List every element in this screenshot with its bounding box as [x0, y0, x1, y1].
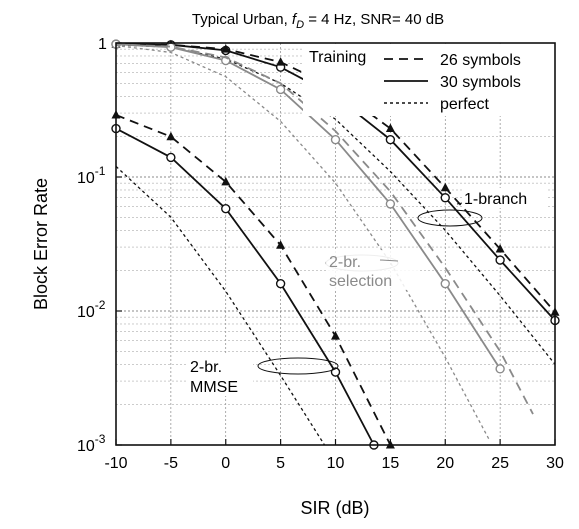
data-point-circle [275, 278, 286, 289]
data-point-circle [495, 364, 505, 374]
y-axis-label: Block Error Rate [31, 178, 51, 310]
data-point-triangle [221, 176, 231, 186]
legend-header: Training [309, 49, 366, 66]
y-tick-label: 1 [98, 36, 107, 53]
annotation-ellipse-mmse [257, 357, 339, 375]
data-point-triangle [221, 44, 231, 53]
x-tick-label: 0 [221, 455, 230, 472]
series-line [115, 44, 490, 440]
annotation-bg-selection [326, 250, 418, 290]
legend-label-30: 30 symbols [440, 74, 521, 91]
series-line [115, 43, 534, 415]
data-point-circle [221, 204, 231, 214]
annotation-arrow-selection [379, 259, 399, 262]
data-point-circle [385, 134, 396, 145]
x-tick-label: 10 [327, 455, 345, 472]
series-line [115, 127, 375, 446]
data-point-triangle [331, 331, 340, 340]
annotation-label-selection-2: selection [329, 273, 392, 290]
annotation-1-branch: 1-branch [417, 188, 548, 227]
annotation-label-mmse-2: MMSE [190, 379, 238, 396]
y-tick-label: 10-1 [77, 164, 106, 187]
legend-label-perfect: perfect [440, 96, 489, 113]
x-axis-label: SIR (dB) [300, 498, 369, 518]
annotation-label-1-branch: 1-branch [464, 191, 527, 208]
y-tick-label: 10-2 [77, 298, 106, 321]
annotation-2br-mmse: 2-br. MMSE [187, 354, 339, 396]
x-tick-label: 15 [381, 455, 399, 472]
y-axis-ticks: 1 10-1 10-2 10-3 [77, 36, 122, 455]
series-line [115, 114, 392, 446]
data-point-triangle [440, 182, 450, 192]
data-point-circle [275, 84, 286, 95]
series-line [115, 165, 326, 446]
data-point-circle [330, 134, 341, 145]
annotation-ellipse-1-branch [417, 209, 483, 227]
x-tick-label: 25 [491, 455, 509, 472]
legend: Training 26 symbols 30 symbols perfect [303, 44, 555, 116]
data-point-circle [495, 255, 505, 265]
x-tick-label: 5 [276, 455, 285, 472]
chart-title: Typical Urban, fD = 4 Hz, SNR= 40 dB [192, 11, 444, 31]
legend-label-26: 26 symbols [440, 52, 521, 69]
data-point-triangle [385, 123, 395, 132]
legend-background [303, 44, 555, 116]
data-point-circle [440, 193, 450, 203]
data-point-circle [440, 278, 450, 289]
data-point-triangle [276, 57, 286, 66]
annotation-bg-1-branch [462, 188, 548, 208]
annotation-label-mmse-1: 2-br. [190, 359, 222, 376]
y-tick-label: 10-3 [77, 432, 106, 455]
annotation-label-selection-1: 2-br. [329, 254, 361, 271]
data-point-triangle [166, 131, 176, 141]
x-tick-label: 30 [546, 455, 564, 472]
x-axis-ticks: -10 -5 0 5 10 15 20 25 30 [104, 439, 564, 472]
annotation-bg-mmse [187, 354, 253, 396]
data-point-circle [385, 199, 396, 209]
x-tick-label: 20 [436, 455, 454, 472]
data-point-triangle [276, 240, 286, 249]
annotation-2br-selection: 2-br. selection [325, 250, 418, 290]
x-tick-label: -5 [164, 455, 178, 472]
data-point-triangle [495, 244, 505, 253]
x-tick-label: -10 [104, 455, 127, 472]
data-point-circle [166, 152, 176, 163]
